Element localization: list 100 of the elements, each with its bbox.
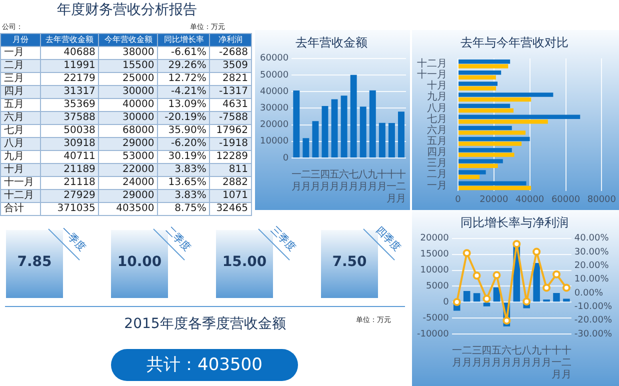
x-tick-label: 四月: [320, 170, 330, 193]
text: 月份: [0, 34, 40, 46]
data-label: 13.09%: [158, 98, 210, 112]
y2-tick-label: 30.00%: [574, 247, 610, 258]
x-tick-label: 四月: [482, 346, 492, 369]
data-label: 12.72%: [158, 72, 210, 86]
y-tick-label: 十二月: [417, 58, 447, 70]
bar: [458, 136, 530, 142]
chart-title: 去年与今年营收对比: [460, 35, 568, 50]
point: [562, 284, 570, 292]
bar: [553, 292, 560, 302]
data-label: 27929: [40, 190, 99, 202]
data-label: 29.26%: [158, 60, 210, 72]
x-tick-label: 80000: [587, 194, 616, 205]
category-label: 二月: [0, 60, 40, 72]
bar: [533, 262, 540, 302]
x-tick-label: 十月: [377, 168, 388, 193]
y-tick-label: 10000: [260, 136, 289, 147]
legend-label: 去年营收金额: [40, 34, 99, 46]
data-label: 30918: [40, 138, 99, 150]
category-label: 九月: [0, 150, 40, 164]
x-tick-label: 十一月: [386, 168, 397, 205]
bar: [458, 70, 502, 75]
x-tick-label: 0: [455, 194, 462, 205]
bar: [322, 106, 328, 158]
data-label: 38000: [98, 46, 158, 60]
y-tick-label: 八月: [427, 102, 447, 114]
x-tick-label: 六月: [339, 168, 350, 193]
category-label: 八月: [0, 138, 40, 150]
bar: [458, 82, 498, 86]
y-tick-label: 十月: [427, 80, 447, 92]
y-tick-label: -5000: [422, 313, 450, 324]
data-label: -6.61%: [158, 46, 210, 60]
data-label: 30000: [98, 112, 158, 124]
category-label: 六月: [0, 112, 40, 124]
x-tick-label: 六月: [502, 344, 512, 369]
point: [512, 240, 521, 248]
bar: [458, 130, 526, 135]
data-label: 15500: [98, 60, 158, 72]
bar: [350, 74, 357, 158]
data-label: 29000: [98, 190, 158, 202]
bar: [302, 138, 310, 158]
bar: [458, 92, 554, 97]
data-label: 13.65%: [158, 176, 210, 190]
data-label: 40711: [40, 150, 99, 164]
point: [532, 248, 541, 256]
bar: [458, 59, 510, 64]
bar: [458, 126, 512, 130]
x-tick-label: 八月: [358, 170, 368, 193]
data-label: 7.85: [16, 254, 53, 270]
data-label: 403500: [98, 202, 158, 216]
category-label: 一月: [0, 46, 40, 60]
bar: [293, 90, 300, 158]
data-label: 2882: [210, 176, 252, 190]
y-tick-label: 10000: [420, 266, 450, 276]
data-label: -2688: [210, 46, 252, 60]
y-tick-label: 20000: [260, 120, 289, 130]
x-tick-label: 三月: [472, 346, 482, 369]
data-label: 10.00: [116, 254, 163, 270]
category-label: 四季度: [372, 224, 404, 255]
y-tick-label: 六月: [427, 124, 447, 136]
category-label: 一季度: [57, 224, 88, 255]
point: [522, 297, 531, 306]
bar: [458, 174, 480, 180]
data-label: 15.00: [221, 254, 268, 270]
data-label: 4631: [210, 98, 252, 112]
text: 年度财务营收分析报告: [56, 1, 198, 20]
y-tick-label: 60000: [260, 54, 289, 64]
bar: [458, 142, 522, 146]
y2-tick-label: 0.00%: [574, 288, 604, 298]
bar: [458, 75, 496, 80]
x-tick-label: 五月: [492, 346, 502, 369]
data-label: 8.75%: [158, 202, 210, 216]
y2-tick-label: 20.00%: [574, 261, 610, 272]
x-tick-label: 五月: [330, 170, 340, 193]
y-tick-label: 三月: [427, 158, 447, 170]
bar: [458, 64, 508, 68]
x-tick-label: 60000: [551, 194, 580, 205]
data-label: 68000: [98, 124, 158, 138]
bar: [458, 114, 580, 120]
data-label: 31317: [40, 86, 99, 98]
y-tick-label: 五月: [427, 136, 447, 147]
bar: [483, 302, 490, 306]
data-label: 12289: [210, 150, 252, 164]
bar: [458, 159, 503, 164]
y2-tick-label: -30.00%: [574, 329, 612, 340]
data-label: 29000: [98, 138, 158, 150]
data-label: 24000: [98, 176, 158, 190]
y-tick-label: 0: [443, 297, 450, 308]
y-tick-label: 30000: [260, 104, 289, 114]
data-label: 35.90%: [158, 124, 210, 138]
point: [462, 249, 471, 258]
data-label: 11991: [40, 60, 99, 72]
category-label: 五月: [0, 98, 40, 112]
y-tick-label: 15000: [420, 250, 450, 260]
data-label: 35369: [40, 98, 99, 112]
data-label: 7.50: [331, 254, 368, 270]
data-label: 40688: [40, 46, 99, 60]
data-label: 50038: [40, 124, 99, 138]
y-tick-label: 四月: [427, 147, 447, 158]
